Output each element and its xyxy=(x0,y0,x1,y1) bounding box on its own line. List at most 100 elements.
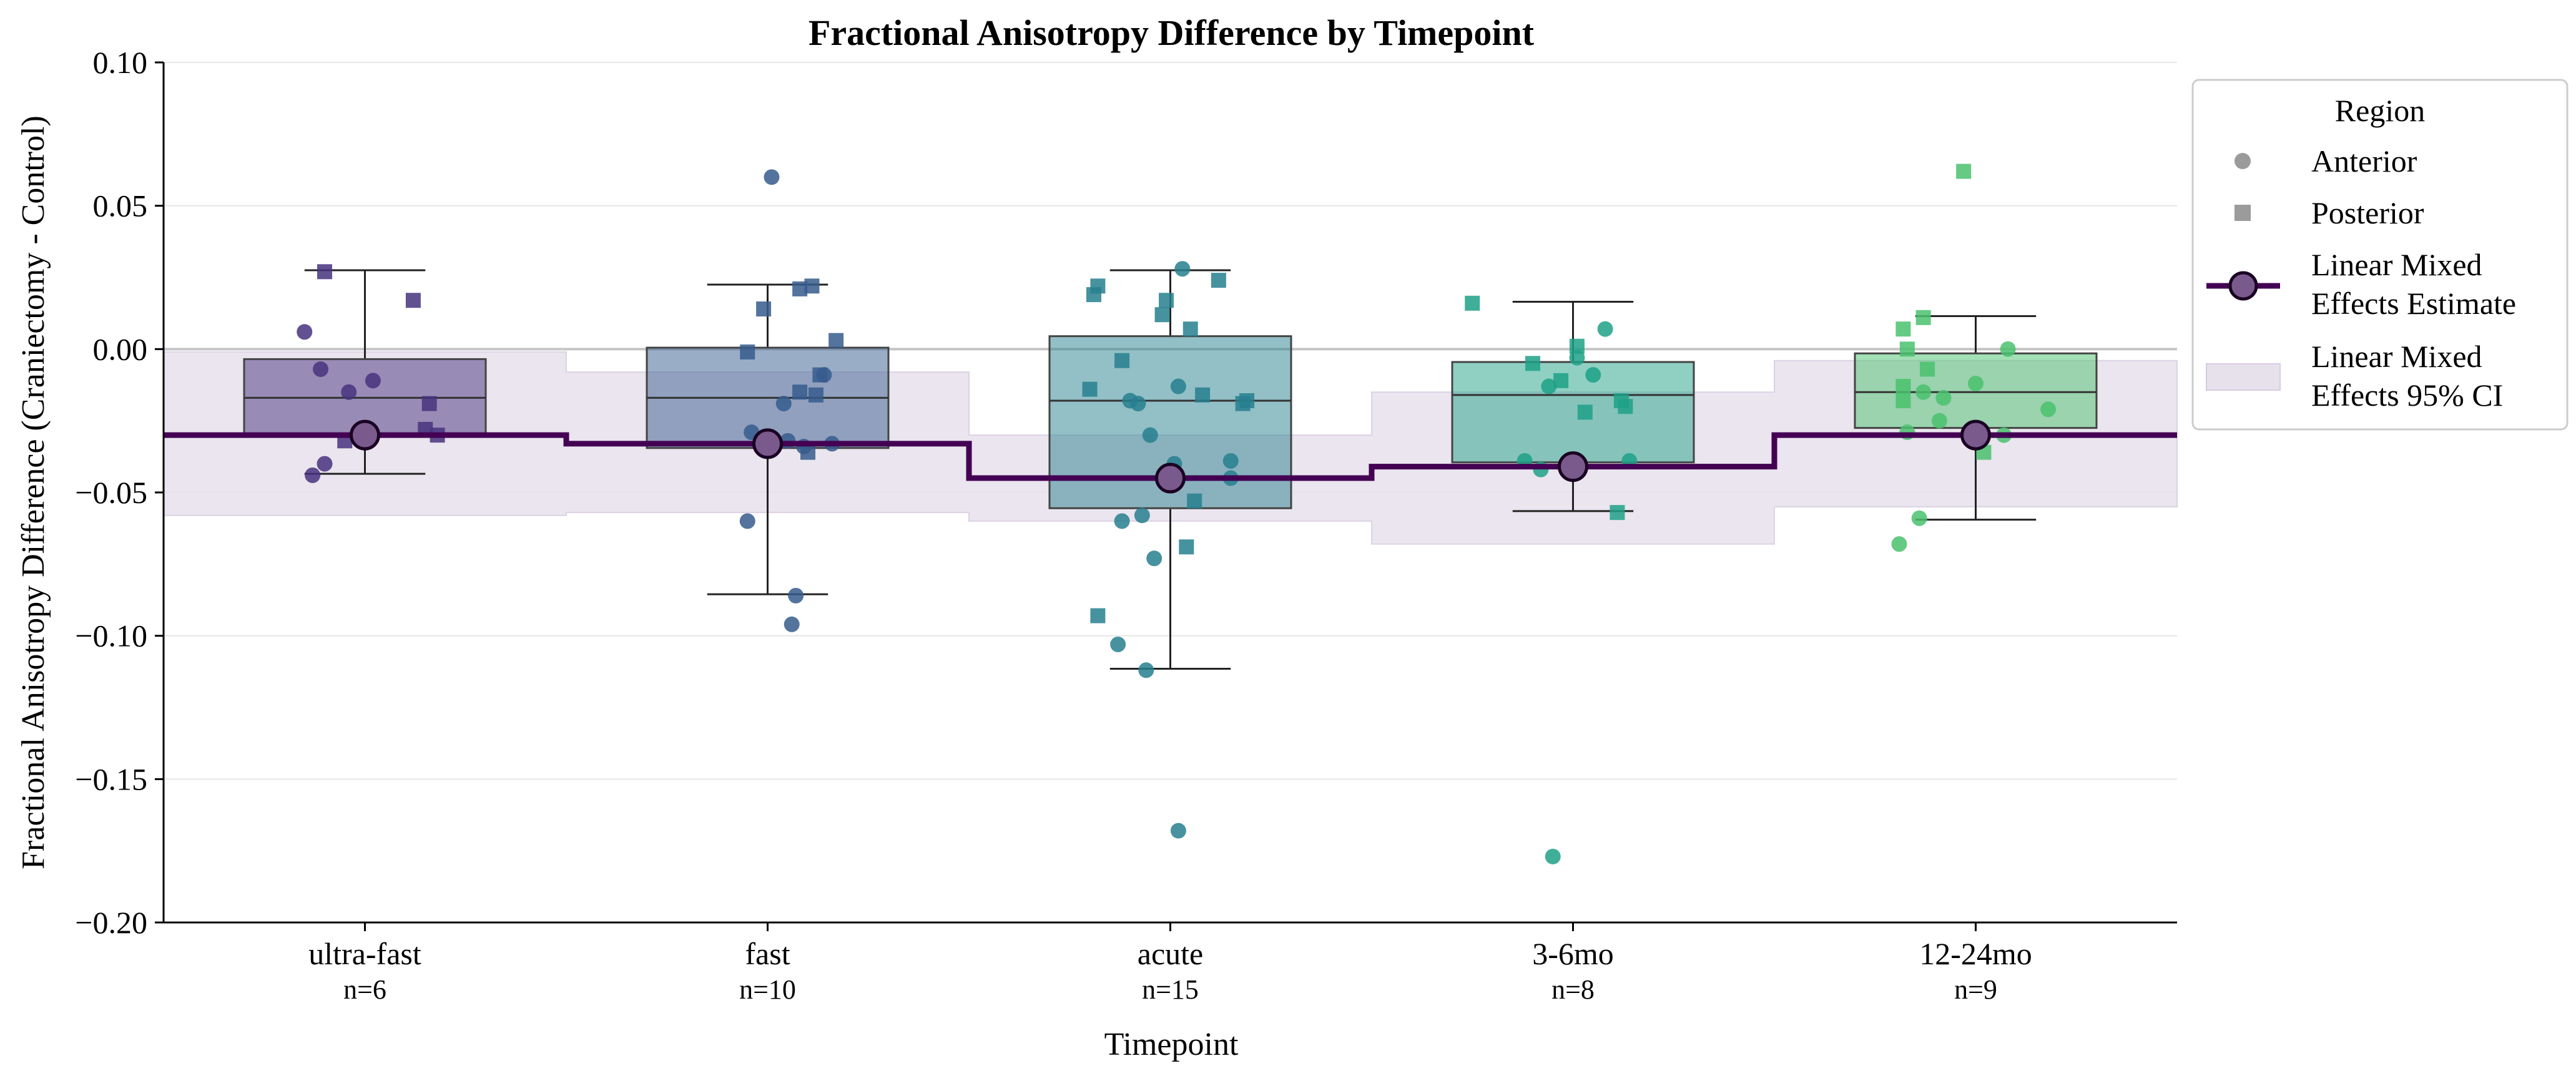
y-tick-label: −0.15 xyxy=(75,761,147,796)
point-posterior xyxy=(1235,396,1251,411)
point-anterior xyxy=(1146,550,1163,567)
point-posterior xyxy=(804,278,820,294)
point-posterior xyxy=(1179,539,1194,555)
point-posterior xyxy=(1159,293,1174,308)
point-posterior xyxy=(1195,387,1211,403)
lme-estimate-marker xyxy=(752,428,783,459)
point-anterior xyxy=(764,169,780,185)
point-posterior xyxy=(1086,287,1101,303)
lme-estimate-marker xyxy=(350,419,380,451)
point-posterior xyxy=(405,293,421,308)
point-posterior xyxy=(1465,295,1480,311)
point-anterior xyxy=(1891,536,1907,552)
point-posterior xyxy=(1956,164,1972,179)
y-tick-label: −0.10 xyxy=(75,619,147,653)
y-tick-label: 0.10 xyxy=(93,45,148,80)
point-posterior xyxy=(792,384,808,400)
legend-anterior-label: Anterior xyxy=(2311,144,2417,179)
point-posterior xyxy=(1182,321,1198,337)
point-anterior xyxy=(305,467,321,483)
lme-estimate xyxy=(164,419,2177,494)
x-tick-count: n=9 xyxy=(1954,974,1997,1005)
legend-ci-swatch xyxy=(2206,363,2281,391)
point-anterior xyxy=(739,513,755,529)
point-anterior xyxy=(1968,375,1984,391)
point-anterior xyxy=(365,373,381,389)
x-axis-label: Timepoint xyxy=(1104,1027,1239,1062)
box-iqr xyxy=(1451,361,1695,464)
point-posterior xyxy=(421,396,437,411)
point-posterior xyxy=(1895,321,1911,337)
point-posterior xyxy=(1915,310,1931,325)
x-tick-label: 3-6mo xyxy=(1532,936,1614,971)
legend: Region Anterior Posterior Linear Mixed Effec… xyxy=(2191,79,2569,431)
point-posterior xyxy=(1899,341,1915,357)
lme-estimate-marker xyxy=(1960,419,1991,451)
legend-lme-label-line1: Linear Mixed xyxy=(2311,247,2482,282)
x-tick-count: n=6 xyxy=(343,974,386,1005)
legend-lme-label-line2: Effects Estimate xyxy=(2311,286,2516,321)
point-anterior xyxy=(341,384,357,400)
point-anterior xyxy=(788,587,804,604)
point-posterior xyxy=(1553,373,1569,388)
point-posterior xyxy=(317,264,332,280)
point-anterior xyxy=(775,396,792,412)
x-tick-count: n=10 xyxy=(739,974,796,1005)
point-anterior xyxy=(1585,367,1601,383)
point-posterior xyxy=(812,367,828,383)
legend-anterior-marker xyxy=(2234,153,2251,169)
x-tick-label: 12-24mo xyxy=(1919,936,2032,971)
point-posterior xyxy=(740,344,755,360)
legend-box xyxy=(2191,79,2569,431)
x-tick-label: ultra-fast xyxy=(308,936,421,971)
y-tick-label: 0.05 xyxy=(93,188,148,223)
lme-estimate-marker xyxy=(1558,451,1588,482)
point-anterior xyxy=(2040,401,2057,418)
point-posterior xyxy=(1618,399,1633,414)
point-anterior xyxy=(1222,452,1239,469)
point-anterior xyxy=(1915,384,1932,400)
point-anterior xyxy=(317,456,333,472)
point-anterior xyxy=(1569,350,1585,366)
point-posterior xyxy=(1577,404,1593,420)
point-posterior xyxy=(1114,353,1130,368)
point-anterior xyxy=(2000,341,2016,357)
point-anterior xyxy=(1138,662,1154,678)
y-tick-label: 0.00 xyxy=(93,331,148,366)
x-tick-count: n=15 xyxy=(1142,974,1199,1005)
point-posterior xyxy=(1569,338,1585,354)
point-anterior xyxy=(297,324,313,340)
point-posterior xyxy=(1895,379,1911,394)
point-anterior xyxy=(1170,378,1186,394)
point-anterior xyxy=(1114,513,1130,529)
data-points xyxy=(297,164,2057,864)
y-axis-label: Fractional Anisotropy Difference (Cranie… xyxy=(16,115,51,869)
axes: 0.10 0.05 0.00 −0.05 −0.10 −0.15 −0.20 ultra-fa… xyxy=(75,45,2177,1005)
legend-posterior-marker xyxy=(2234,205,2251,221)
x-tick-label: fast xyxy=(745,936,790,971)
point-posterior xyxy=(1920,361,1935,377)
legend-ci-label-line1: Linear Mixed xyxy=(2311,339,2482,374)
point-anterior xyxy=(1130,396,1146,412)
point-posterior xyxy=(1895,393,1911,409)
legend-ci-label-line2: Effects 95% CI xyxy=(2311,378,2503,413)
x-tick-label: acute xyxy=(1138,936,1203,971)
point-anterior xyxy=(1110,636,1126,652)
point-posterior xyxy=(1211,273,1226,288)
point-posterior xyxy=(1610,505,1625,521)
point-anterior xyxy=(784,616,800,632)
y-tick-label: −0.20 xyxy=(75,905,147,940)
point-anterior xyxy=(313,361,329,377)
point-posterior xyxy=(1154,307,1170,323)
point-anterior xyxy=(1931,413,1947,429)
point-anterior xyxy=(1597,321,1613,337)
point-anterior xyxy=(1142,427,1158,443)
point-anterior xyxy=(1174,261,1191,277)
lme-estimate-marker xyxy=(1155,462,1186,494)
point-anterior xyxy=(1541,378,1557,394)
y-tick-label: −0.05 xyxy=(75,475,147,510)
point-posterior xyxy=(1187,493,1202,509)
x-tick-count: n=8 xyxy=(1551,974,1595,1005)
